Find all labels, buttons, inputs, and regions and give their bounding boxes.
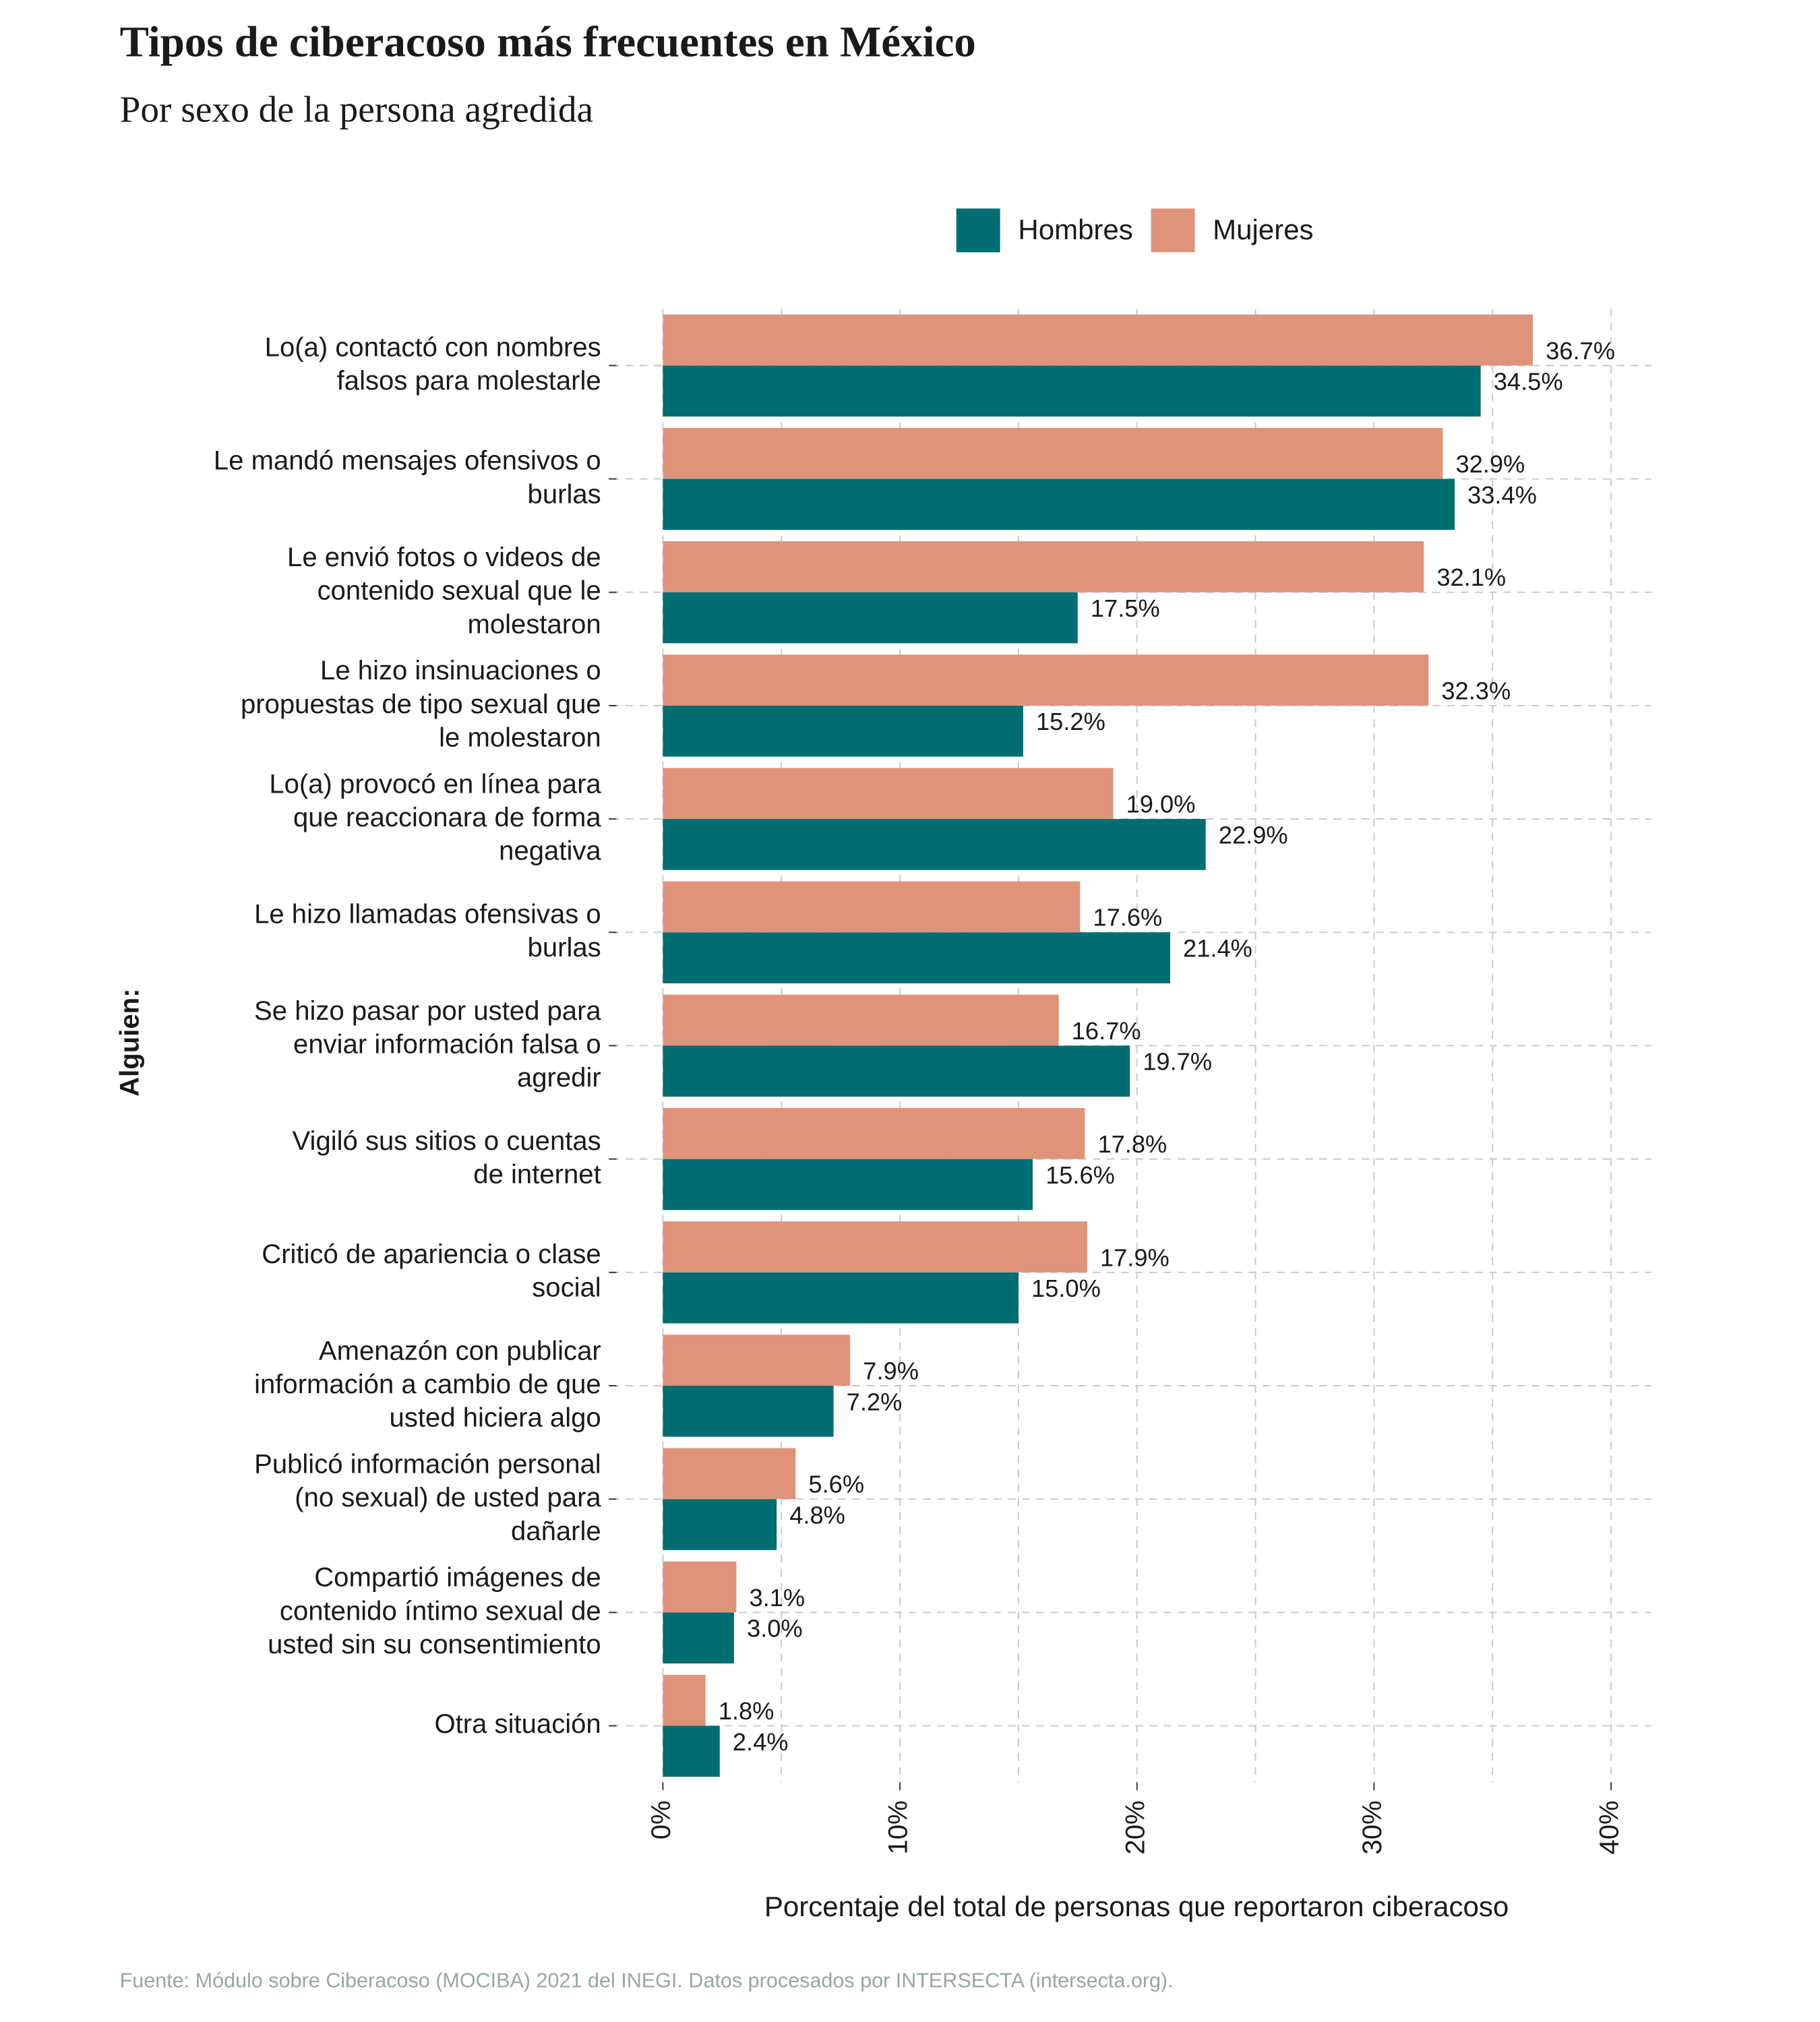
value-label: 17.5%	[1091, 594, 1160, 622]
legend-label: Hombres	[1018, 214, 1132, 245]
x-tick-label: 20%	[1120, 1800, 1150, 1854]
bar	[663, 1612, 734, 1664]
value-label: 5.6%	[808, 1471, 864, 1498]
bar	[663, 592, 1078, 644]
value-label: 21.4%	[1183, 935, 1252, 962]
y-tick-label: Le hizo insinuaciones o propuestas de tip…	[241, 656, 601, 752]
value-label: 15.2%	[1036, 708, 1105, 735]
bar	[663, 541, 1424, 592]
bar	[663, 365, 1481, 417]
value-label: 32.9%	[1455, 450, 1525, 478]
value-label: 7.9%	[863, 1357, 919, 1384]
bar	[663, 768, 1114, 820]
value-label: 19.7%	[1143, 1048, 1212, 1076]
y-tick-label: Amenazón con publicar información a cambi…	[254, 1336, 601, 1432]
bar	[663, 1674, 706, 1726]
bar	[663, 1107, 1085, 1159]
x-tick-label: 10%	[884, 1800, 913, 1854]
value-label: 17.6%	[1093, 904, 1162, 931]
y-tick-label: Compartió imágenes de contenido íntimo se…	[268, 1562, 601, 1659]
y-tick-label: Lo(a) contactó con nombres falsos para mo…	[265, 332, 601, 396]
chart-subtitle: Por sexo de la persona agredida	[120, 89, 594, 130]
value-label: 17.9%	[1100, 1244, 1170, 1271]
bar	[663, 932, 1170, 983]
value-label: 4.8%	[789, 1501, 845, 1529]
bar	[663, 1221, 1087, 1273]
bar	[663, 427, 1443, 479]
value-label: 36.7%	[1546, 337, 1615, 365]
value-label: 22.9%	[1219, 821, 1288, 849]
chart-title: Tipos de ciberacoso más frecuentes en Mé…	[120, 18, 976, 67]
bar	[663, 994, 1059, 1046]
bar	[663, 819, 1206, 870]
bar	[663, 705, 1023, 757]
value-label: 1.8%	[719, 1697, 775, 1725]
value-label: 32.1%	[1436, 563, 1506, 591]
value-label: 17.8%	[1097, 1130, 1167, 1158]
y-tick-label: Le hizo llamadas ofensivas o burlas	[254, 899, 601, 962]
y-tick-label: Le envió fotos o videos de contenido sexu…	[287, 543, 601, 639]
value-label: 16.7%	[1072, 1017, 1141, 1045]
y-tick-label: Otra situación	[434, 1709, 601, 1739]
y-tick-label: Criticó de apariencia o clase social	[262, 1239, 601, 1303]
value-label: 3.1%	[749, 1584, 805, 1612]
y-tick-label: Publicó información personal (no sexual) …	[254, 1449, 601, 1545]
x-axis-title: Porcentaje del total de personas que rep…	[764, 1891, 1509, 1922]
value-label: 15.0%	[1031, 1275, 1101, 1302]
x-tick-label: 30%	[1358, 1800, 1387, 1854]
bar	[663, 881, 1081, 933]
bar	[663, 1045, 1130, 1097]
x-tick-label: 40%	[1595, 1800, 1625, 1854]
value-label: 33.4%	[1467, 481, 1537, 509]
bar	[663, 314, 1534, 366]
bar	[663, 1448, 796, 1500]
bar	[663, 654, 1429, 706]
legend-swatch	[1151, 208, 1195, 253]
value-label: 19.0%	[1126, 791, 1196, 818]
y-tick-label: Se hizo pasar por usted para enviar infor…	[254, 995, 601, 1092]
value-label: 34.5%	[1494, 368, 1563, 396]
legend-label: Mujeres	[1213, 214, 1313, 245]
legend-swatch	[956, 208, 1000, 253]
y-tick-label: Le mandó mensajes ofensivos o burlas	[214, 446, 601, 509]
bar	[663, 1499, 777, 1550]
value-label: 3.0%	[747, 1615, 803, 1643]
bar	[663, 1561, 737, 1613]
bar	[663, 1385, 834, 1437]
y-tick-label: Vigiló sus sitios o cuentas de internet	[293, 1126, 601, 1189]
y-axis-title: Alguien:	[115, 989, 144, 1097]
y-tick-label: Lo(a) provocó en línea para que reacciona…	[269, 769, 601, 865]
value-label: 7.2%	[847, 1388, 903, 1415]
value-label: 32.3%	[1441, 677, 1511, 704]
value-label: 15.6%	[1045, 1161, 1115, 1189]
bar	[663, 1335, 851, 1386]
bar	[663, 1272, 1019, 1324]
value-label: 2.4%	[733, 1728, 789, 1756]
bar	[663, 479, 1455, 530]
bar	[663, 1159, 1033, 1211]
source-note: Fuente: Módulo sobre Ciberacoso (MOCIBA)…	[120, 1969, 1174, 1992]
x-tick-label: 0%	[646, 1800, 676, 1839]
bar	[663, 1725, 720, 1777]
